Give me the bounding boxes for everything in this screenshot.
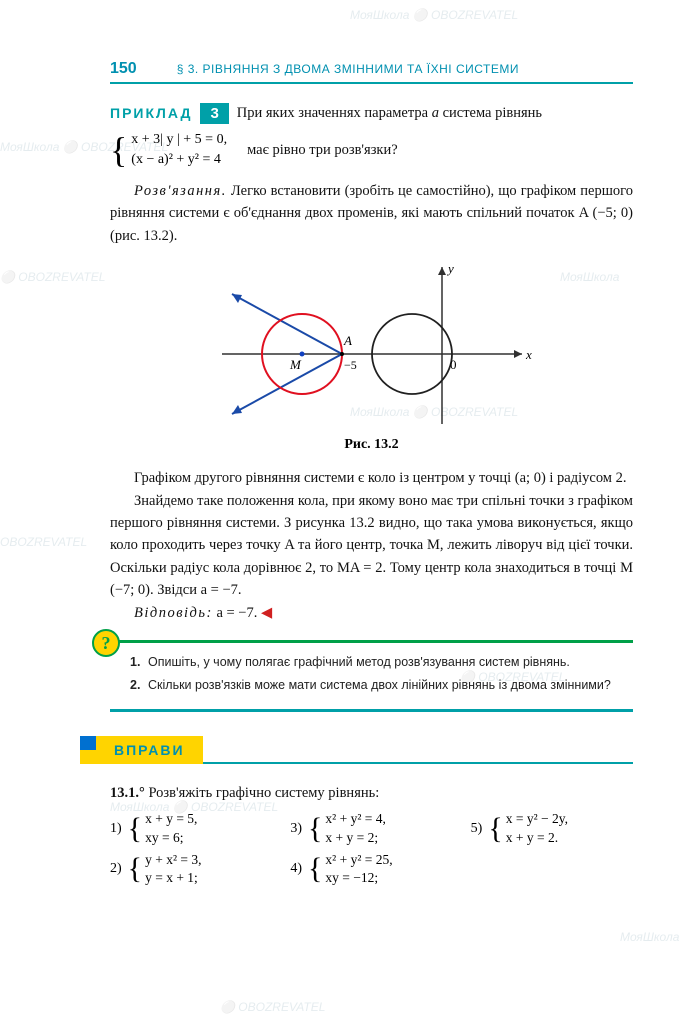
example-number: 3 xyxy=(200,103,228,124)
watermark: ⚪ OBOZREVATEL xyxy=(220,1000,325,1014)
axis-x-label: x xyxy=(525,347,532,362)
page-number: 150 xyxy=(110,60,137,78)
exercise-item-index: 1) xyxy=(110,821,122,837)
exercise-system: x + y = 5,xy = 6; xyxy=(145,810,197,846)
exercise-item: 5) {x = y² − 2y,x + y = 2. xyxy=(471,810,633,846)
system-line-2: (x − a)² + y² = 4 xyxy=(131,150,227,170)
exercise-13-1: 13.1.° Розв'яжіть графічно систему рівня… xyxy=(110,782,633,887)
flag-icon xyxy=(80,736,96,764)
brace-icon: { xyxy=(110,134,127,166)
example-prompt: При яких значеннях параметра a система р… xyxy=(237,102,542,124)
question-number: 2. xyxy=(130,676,148,695)
point-M-label: M xyxy=(289,357,302,372)
figure-13-2: x y 0 A −5 M Рис. 13.2 xyxy=(110,259,633,453)
solution-p1: Розв'язання. Легко встановити (зробіть ц… xyxy=(110,180,633,247)
end-marker-icon: ◀ xyxy=(261,605,272,621)
question-item: 2.Скільки розв'язків може мати система д… xyxy=(130,676,633,695)
question-badge-icon: ? xyxy=(92,629,120,657)
exercise-item-index: 2) xyxy=(110,861,122,877)
solution-p3: Знайдемо таке положення кола, при якому … xyxy=(110,490,633,602)
solution-answer: Відповідь: a = −7. ◀ xyxy=(110,602,633,624)
brace-icon: { xyxy=(128,816,142,842)
neg5-label: −5 xyxy=(344,358,357,372)
question-text: Скільки розв'язків може мати система дво… xyxy=(148,676,611,695)
exercise-system: x² + y² = 25,xy = −12; xyxy=(325,851,392,887)
system-tail: має рівно три розв'язки? xyxy=(247,139,398,161)
exercises-label: ВПРАВИ xyxy=(96,736,203,764)
brace-icon: { xyxy=(308,856,322,882)
figure-caption: Рис. 13.2 xyxy=(110,437,633,453)
system-line-1: x + 3| y | + 5 = 0, xyxy=(131,130,227,150)
equation-system: { x + 3| y | + 5 = 0, (x − a)² + y² = 4 … xyxy=(110,130,633,169)
exercise-text: Розв'яжіть графічно систему рівнянь: xyxy=(145,785,379,801)
exercise-item: 3) {x² + y² = 4,x + y = 2; xyxy=(290,810,452,846)
diagram-svg: x y 0 A −5 M xyxy=(212,259,532,429)
exercise-system: x = y² − 2y,x + y = 2. xyxy=(506,810,568,846)
exercise-item-index: 4) xyxy=(290,861,302,877)
exercise-item: 4) {x² + y² = 25,xy = −12; xyxy=(290,851,452,887)
exercise-item-index: 5) xyxy=(471,821,483,837)
exercise-item-index: 3) xyxy=(290,821,302,837)
question-number: 1. xyxy=(130,653,148,672)
exercise-item: 2) {y + x² = 3,y = x + 1; xyxy=(110,851,272,887)
exercise-number: 13.1.° xyxy=(110,785,145,801)
page-header: 150 § 3. РІВНЯННЯ З ДВОМА ЗМІННИМИ ТА ЇХ… xyxy=(110,60,633,84)
exercise-item xyxy=(471,851,633,887)
exercise-item: 1) {x + y = 5,xy = 6; xyxy=(110,810,272,846)
question-item: 1.Опишіть, у чому полягає графічний мето… xyxy=(130,653,633,672)
brace-icon: { xyxy=(488,816,502,842)
example-label: ПРИКЛАД xyxy=(110,105,192,121)
exercises-heading: ВПРАВИ xyxy=(80,736,633,764)
question-block: ? 1.Опишіть, у чому полягає графічний ме… xyxy=(110,640,633,712)
exercise-system: x² + y² = 4,x + y = 2; xyxy=(325,810,385,846)
axis-y-label: y xyxy=(446,261,454,276)
example-heading: ПРИКЛАД 3 При яких значеннях параметра a… xyxy=(110,102,633,124)
brace-icon: { xyxy=(128,856,142,882)
brace-icon: { xyxy=(308,816,322,842)
section-title: § 3. РІВНЯННЯ З ДВОМА ЗМІННИМИ ТА ЇХНІ С… xyxy=(177,62,519,76)
point-A-label: A xyxy=(343,333,352,348)
question-text: Опишіть, у чому полягає графічний метод … xyxy=(148,653,570,672)
solution-p2: Графіком другого рівняння системи є коло… xyxy=(110,467,633,489)
exercise-system: y + x² = 3,y = x + 1; xyxy=(145,851,201,887)
origin-label: 0 xyxy=(450,357,457,372)
watermark: МояШкола xyxy=(620,930,679,944)
